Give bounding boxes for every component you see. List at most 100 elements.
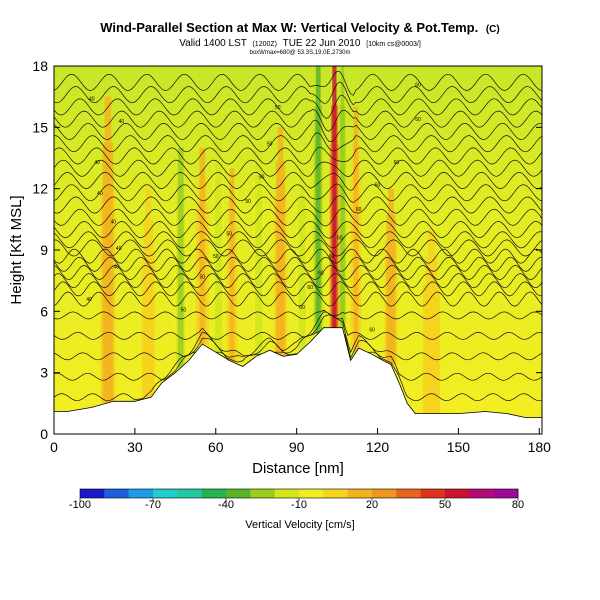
contour-label-4: 40 — [111, 219, 117, 225]
updraft-core-1-2 — [145, 188, 152, 398]
contour-label-21: 60 — [337, 236, 343, 242]
contour-label-16: 60 — [415, 82, 421, 88]
colorbar-swatch-2 — [128, 489, 154, 498]
contour-label-11: 50 — [245, 199, 251, 205]
title-mark: (C) — [486, 24, 500, 35]
plot-area: 40 40 40 40 40 40 40 40 50 50 50 50 50 50 50 50 60 60 60 60… — [54, 66, 542, 434]
chart-title: Wind-Parallel Section at Max W: Vertical… — [100, 20, 499, 35]
contour-label-8: 50 — [275, 105, 281, 111]
x-tick-label-30: 30 — [127, 439, 143, 455]
updraft-core-14-2 — [427, 229, 436, 414]
isentrope-line-7 — [54, 273, 542, 289]
y-tick-label-18: 18 — [32, 58, 48, 74]
colorbar-swatch-4 — [177, 489, 203, 498]
colorbar-swatch-5 — [201, 489, 227, 498]
contour-label-6: 40 — [113, 264, 119, 270]
contour-label-18: 60 — [394, 160, 400, 166]
y-tick-label-9: 9 — [40, 242, 48, 258]
isentrope-line-11 — [54, 239, 542, 257]
subtitle-note: boxWmax=680@ 53.3S,19.0E,2730m — [250, 50, 351, 56]
isentrope-line-5 — [54, 291, 542, 307]
updraft-core-7-2 — [277, 127, 284, 356]
updraft-core-8-2 — [299, 168, 305, 350]
updraft-core-4-2 — [216, 86, 221, 354]
isentrope-line-13 — [54, 221, 542, 239]
contour-label-14: 50 — [200, 275, 206, 281]
isentrope-line-18 — [54, 159, 542, 178]
isentrope-line-6 — [54, 281, 542, 297]
contour-label-26: 60 — [369, 328, 375, 334]
contour-label-20: 60 — [356, 207, 362, 213]
colorbar-tick-80: 80 — [512, 499, 524, 511]
colorbar-swatch-1 — [104, 489, 130, 498]
colorbar-ticks: -100 -70 -40 -10 20 50 80 — [69, 498, 524, 511]
colorbar-swatch-3 — [153, 489, 178, 498]
isentrope-line-2 — [54, 314, 542, 361]
x-tick-label-0: 0 — [50, 439, 58, 455]
colorbar-swatch-11 — [347, 489, 373, 498]
isentrope-line-21 — [54, 119, 542, 143]
contour-label-17: 60 — [415, 117, 421, 123]
colorbar-swatch-15 — [445, 489, 470, 498]
isentrope-line-23 — [54, 94, 542, 119]
colorbar-tick--40: -40 — [218, 499, 234, 511]
colorbar-swatch-9 — [299, 489, 324, 498]
isentrope-line-17 — [54, 171, 542, 191]
isentrope-line-15 — [54, 195, 542, 214]
isentrope-line-0 — [54, 351, 542, 402]
isentrope-line-10 — [54, 248, 542, 264]
colorbar-swatch-10 — [323, 489, 349, 498]
isentrope-line-1 — [54, 331, 542, 381]
x-axis-label: Distance [nm] — [252, 460, 344, 477]
colorbar-swatch-17 — [493, 489, 519, 498]
chart-subtitle: Valid 1400 LST (1200Z) TUE 22 Jun 2010 [… — [179, 38, 421, 49]
colorbar-swatch-13 — [396, 489, 422, 498]
contour-label-19: 60 — [375, 183, 381, 189]
contour-label-0: 40 — [89, 97, 95, 103]
title-text: Wind-Parallel Section at Max W: Vertical… — [100, 20, 478, 35]
isentrope-line-3 — [54, 311, 542, 340]
isentrope-line-9 — [54, 256, 542, 272]
x-axis: 0 30 60 90 120 150 180 — [50, 428, 551, 455]
subtitle-valid: Valid 1400 LST — [179, 38, 247, 49]
colorbar-tick--10: -10 — [291, 499, 307, 511]
colorbar-swatch-14 — [420, 489, 446, 498]
colorbar-swatch-0 — [80, 489, 105, 498]
colorbar-swatch-7 — [250, 489, 276, 498]
colorbar-label: Vertical Velocity [cm/s] — [245, 519, 354, 531]
contour-label-2: 40 — [94, 160, 100, 166]
subtitle-utc: (1200Z) — [252, 41, 277, 48]
y-tick-label-6: 6 — [40, 303, 48, 319]
contour-label-23: 60 — [318, 270, 324, 276]
isentrope-line-4 — [54, 309, 542, 320]
isentrope-line-24 — [54, 81, 542, 106]
contour-label-5: 40 — [116, 246, 122, 252]
y-tick-label-12: 12 — [32, 181, 48, 197]
isentrope-line-22 — [54, 109, 542, 132]
colorbar-swatch-8 — [274, 489, 300, 498]
contour-label-24: 60 — [307, 285, 313, 291]
updraft-core-12-2 — [353, 106, 359, 353]
colorbar-tick--100: -100 — [69, 499, 91, 511]
updraft-core-6-2 — [256, 106, 262, 356]
y-tick-label-0: 0 — [40, 426, 48, 442]
colorbar-swatch-12 — [372, 489, 397, 498]
y-tick-label-3: 3 — [40, 365, 48, 381]
subtitle-run: [10km cs@0003/] — [366, 41, 421, 48]
x-tick-label-120: 120 — [366, 439, 390, 455]
colorbar-tick-20: 20 — [366, 499, 378, 511]
x-tick-label-60: 60 — [208, 439, 224, 455]
updraft-core-3-2 — [199, 147, 206, 345]
colorbar-tick-50: 50 — [439, 499, 451, 511]
x-tick-label-90: 90 — [289, 439, 305, 455]
contour-label-1: 40 — [119, 119, 125, 125]
y-axis: 0 3 6 9 12 15 18 — [32, 58, 542, 442]
x-tick-label-180: 180 — [528, 439, 552, 455]
updraft-core-9-2 — [315, 66, 321, 334]
contour-label-7: 40 — [86, 297, 92, 303]
subtitle-date: TUE 22 Jun 2010 — [283, 38, 361, 49]
isentrope-line-20 — [54, 132, 542, 153]
updraft-core-13-2 — [388, 188, 394, 365]
contour-label-15: 50 — [181, 307, 187, 313]
